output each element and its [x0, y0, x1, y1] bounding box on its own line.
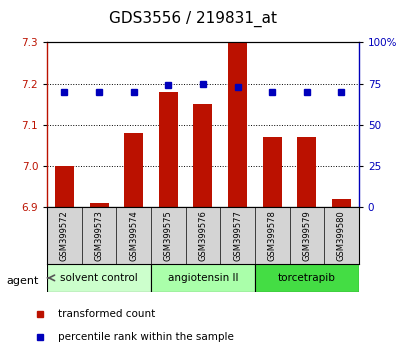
- Bar: [55, 166, 74, 207]
- Text: GSM399579: GSM399579: [301, 210, 310, 261]
- Text: angiotensin II: angiotensin II: [167, 273, 238, 283]
- Bar: [297, 137, 316, 207]
- Bar: [262, 137, 281, 207]
- Bar: [193, 104, 212, 207]
- Text: GSM399572: GSM399572: [60, 210, 69, 261]
- Text: transformed count: transformed count: [57, 309, 155, 319]
- Text: solvent control: solvent control: [60, 273, 137, 283]
- Text: percentile rank within the sample: percentile rank within the sample: [57, 332, 233, 342]
- Text: GSM399573: GSM399573: [94, 210, 103, 261]
- Bar: [158, 92, 178, 207]
- Text: agent: agent: [6, 276, 38, 286]
- Bar: [331, 199, 350, 207]
- Text: GSM399574: GSM399574: [129, 210, 138, 261]
- Bar: [47, 264, 151, 292]
- Text: torcetrapib: torcetrapib: [277, 273, 335, 283]
- Text: GSM399577: GSM399577: [232, 210, 241, 261]
- Text: GSM399580: GSM399580: [336, 210, 345, 261]
- Bar: [89, 203, 108, 207]
- Bar: [254, 264, 358, 292]
- Text: GSM399578: GSM399578: [267, 210, 276, 261]
- Bar: [124, 133, 143, 207]
- Text: GSM399575: GSM399575: [164, 210, 173, 261]
- Bar: [151, 264, 254, 292]
- Text: GDS3556 / 219831_at: GDS3556 / 219831_at: [108, 11, 276, 27]
- Text: GSM399576: GSM399576: [198, 210, 207, 261]
- Bar: [227, 42, 247, 207]
